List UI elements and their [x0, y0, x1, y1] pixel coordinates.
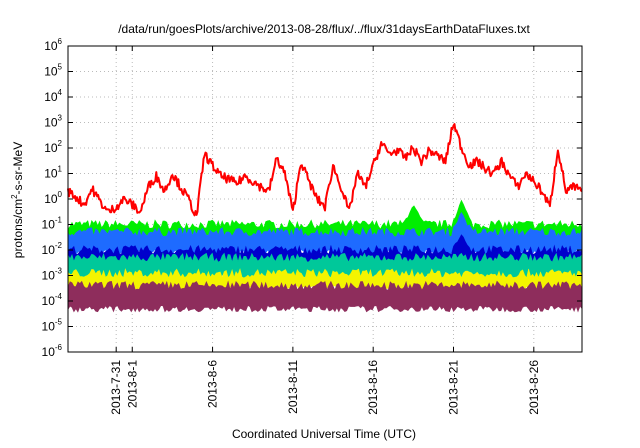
- y-tick-label: 103: [44, 114, 62, 130]
- x-tick-label: 2013-8-1: [125, 360, 139, 408]
- y-tick-label: 105: [44, 63, 62, 79]
- y-tick-label: 10-2: [42, 241, 63, 257]
- flux-line: [67, 123, 583, 217]
- x-tick-label: 2013-8-21: [447, 360, 461, 415]
- y-axis: 10-6 10-5 10-4 10-3 10-2 10-1 100 101 102 103 104 1…: [42, 37, 582, 359]
- y-tick-label: 106: [44, 37, 62, 53]
- y-tick-label: 101: [44, 165, 62, 181]
- y-tick-label: 102: [44, 139, 62, 155]
- y-axis-label: protons/cm2-s-sr-MeV: [10, 142, 25, 258]
- x-axis-label: Coordinated Universal Time (UTC): [232, 427, 416, 441]
- y-tick-label: 10-5: [42, 318, 63, 334]
- plot-area: [67, 123, 583, 313]
- y-tick-label: 10-4: [42, 292, 63, 308]
- x-tick-label: 2013-8-16: [366, 360, 380, 415]
- y-tick-label: 10-3: [42, 267, 63, 283]
- y-tick-label: 104: [44, 88, 62, 104]
- chart-title: /data/run/goesPlots/archive/2013-08-28/f…: [118, 22, 530, 36]
- x-tick-label: 2013-8-26: [527, 360, 541, 415]
- x-axis: 2013-7-31 2013-8-1 2013-8-6 2013-8-11 2013-8…: [109, 46, 541, 415]
- x-tick-label: 2013-8-11: [286, 360, 300, 414]
- y-tick-label: 10-1: [42, 216, 63, 232]
- y-tick-label: 100: [44, 190, 62, 206]
- y-tick-label: 10-6: [42, 343, 63, 359]
- x-tick-label: 2013-7-31: [109, 360, 123, 415]
- x-tick-label: 2013-8-6: [206, 360, 220, 408]
